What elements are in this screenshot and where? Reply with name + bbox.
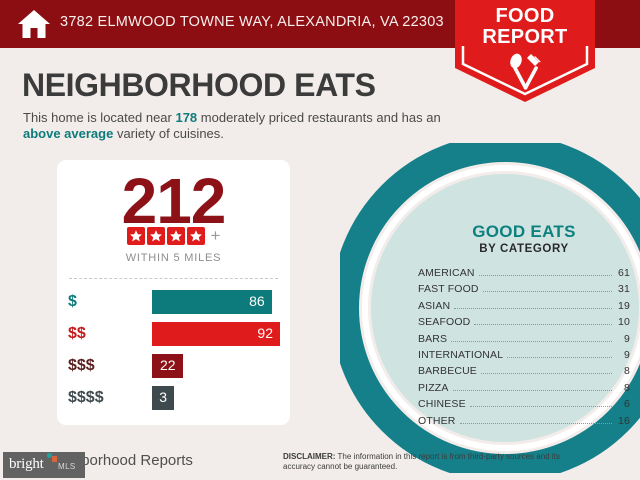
header-address: 3782 ELMWOOD TOWNE WAY, ALEXANDRIA, VA 2… — [60, 14, 444, 30]
category-count: 10 — [618, 316, 630, 329]
within-label: WITHIN 5 MILES — [125, 252, 222, 264]
category-row: BARS 9 — [418, 333, 630, 349]
category-count: 6 — [624, 398, 630, 411]
logo-dot-icon — [47, 453, 52, 458]
price-tier-row: $$$$ 3 — [57, 384, 290, 416]
good-eats-subtitle: BY CATEGORY — [479, 243, 569, 255]
category-dot-leader — [459, 422, 612, 424]
price-tier-row: $86 — [57, 288, 290, 320]
price-tier-bar: 22 — [152, 354, 183, 378]
price-tier-value: 22 — [160, 357, 176, 373]
category-row: AMERICAN 61 — [418, 267, 630, 283]
category-count: 9 — [624, 332, 630, 345]
price-tier-row: $$ 92 — [57, 320, 290, 352]
disclaimer-text: The information in this report is from t… — [283, 452, 560, 471]
price-tier-row: $$$ 22 — [57, 352, 290, 384]
category-dot-leader — [454, 307, 612, 309]
star-plus-label: + — [210, 226, 221, 245]
category-name: BARS — [418, 332, 448, 345]
category-name: FAST FOOD — [418, 283, 479, 296]
category-dot-leader — [478, 274, 612, 276]
category-row: OTHER 16 — [418, 415, 630, 431]
category-name: ASIAN — [418, 299, 451, 312]
category-name: BARBECUE — [418, 365, 477, 378]
category-dot-leader — [480, 372, 612, 375]
subtitle-count-highlight: 178 — [175, 110, 198, 125]
category-list: AMERICAN 61 FAST FOOD 31 ASIAN 19 SEAFOOD 10 BAR… — [418, 267, 630, 431]
category-dot-leader — [474, 323, 612, 326]
price-tier-bar: 3 — [152, 386, 174, 410]
category-row: ASIAN 19 — [418, 300, 630, 316]
disclaimer-label: DISCLAIMER: — [283, 452, 336, 461]
star-icon — [186, 227, 205, 245]
category-count: 8 — [624, 365, 630, 378]
category-count: 9 — [624, 348, 630, 361]
restaurant-count: 212 — [121, 165, 227, 237]
category-row: CHINESE 6 — [418, 398, 630, 414]
category-row: PIZZA 8 — [418, 382, 630, 398]
category-dot-leader — [482, 290, 612, 293]
subtitle-part-2: moderately priced restaurants and has an — [197, 110, 441, 125]
price-tier-label: $$$ — [68, 357, 95, 374]
subtitle-part-1: This home is located near — [23, 110, 176, 125]
logo-wordmark: bright — [9, 456, 44, 472]
good-eats-title: GOOD EATS — [472, 222, 576, 241]
category-name: CHINESE — [418, 398, 466, 411]
category-dot-leader — [507, 356, 612, 358]
category-row: FAST FOOD 31 — [418, 283, 630, 299]
category-count: 8 — [624, 381, 630, 394]
category-name: SEAFOOD — [418, 316, 471, 329]
star-rating: + — [57, 227, 290, 245]
category-dot-leader — [452, 389, 612, 391]
logo-mls-text: MLS — [58, 462, 76, 471]
card-divider — [69, 278, 278, 279]
star-icon — [166, 227, 185, 245]
price-tier-value: 86 — [249, 293, 265, 309]
star-icon — [126, 227, 145, 245]
category-name: PIZZA — [418, 381, 449, 394]
logo-accent-icon — [52, 456, 57, 462]
price-tier-value: 3 — [159, 389, 167, 405]
category-dot-leader — [469, 405, 612, 408]
spoon-fork-icon — [510, 53, 541, 90]
stats-card: 212 + WITHIN 5 MILES $86 $$ 92 $$$ 22 $$$$ 3 — [57, 160, 290, 425]
category-row: INTERNATIONAL 9 — [418, 349, 630, 365]
bright-mls-logo: bright MLS — [3, 452, 85, 478]
home-icon — [18, 10, 50, 38]
good-eats-panel: GOOD EATS BY CATEGORY AMERICAN 61 FAST FOO… — [418, 222, 630, 431]
badge-shape — [455, 0, 595, 102]
category-count: 61 — [618, 267, 630, 279]
page-title: NEIGHBORHOOD EATS — [22, 67, 376, 103]
page-subtitle: This home is located near 178 moderately… — [23, 110, 453, 142]
star-icon — [146, 227, 165, 245]
subtitle-part-3: variety of cuisines. — [113, 126, 224, 141]
price-tier-label: $ — [68, 293, 77, 310]
category-name: AMERICAN — [418, 267, 475, 279]
disclaimer: DISCLAIMER: The information in this repo… — [283, 452, 573, 472]
price-tier-chart: $86 $$ 92 $$$ 22 $$$$ 3 — [57, 288, 290, 416]
category-dot-leader — [451, 340, 612, 342]
price-tier-label: $$ — [68, 325, 86, 342]
price-tier-bar: 92 — [152, 322, 280, 346]
subtitle-variety-highlight: above average — [23, 126, 114, 141]
price-tier-label: $$$$ — [68, 389, 104, 406]
category-count: 16 — [618, 414, 630, 427]
price-tier-bar: 86 — [152, 290, 272, 314]
price-tier-value: 92 — [257, 325, 273, 341]
category-row: BARBECUE 8 — [418, 365, 630, 381]
category-name: INTERNATIONAL — [418, 348, 504, 361]
category-row: SEAFOOD 10 — [418, 316, 630, 332]
category-count: 31 — [618, 283, 630, 296]
category-name: OTHER — [418, 414, 456, 427]
category-count: 19 — [618, 299, 630, 312]
food-report-badge: FOOD REPORT — [455, 0, 595, 102]
